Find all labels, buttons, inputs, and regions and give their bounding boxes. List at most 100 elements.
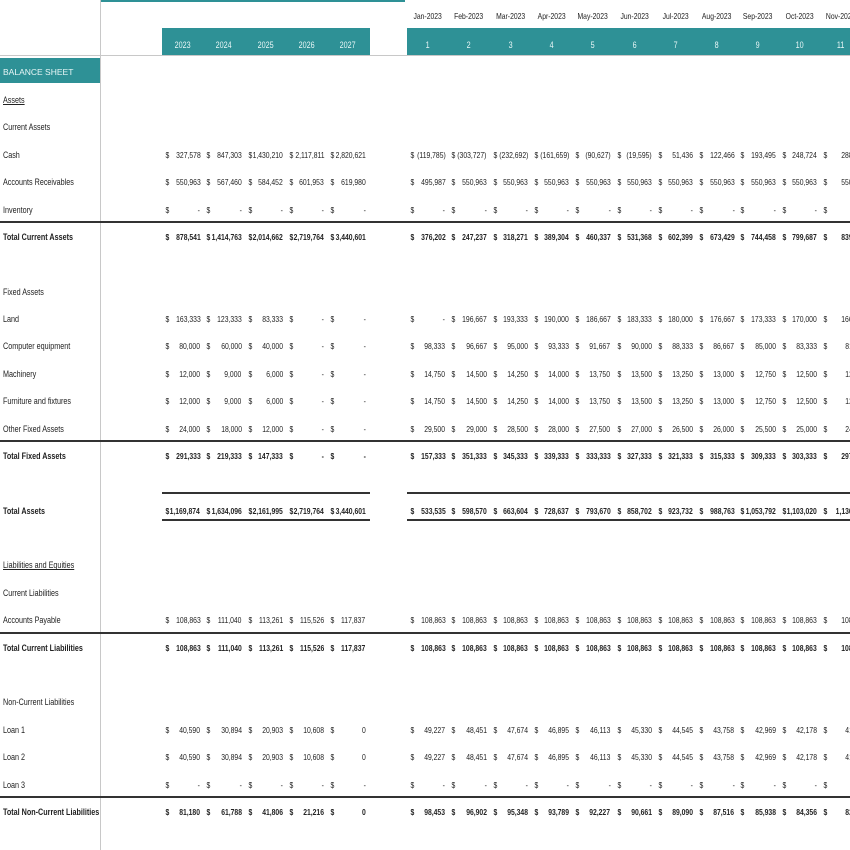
monthly-cell[interactable]: $27,500 — [572, 424, 613, 438]
monthly-cell[interactable]: $13,250 — [655, 396, 696, 410]
monthly-cell[interactable]: $247,237 — [448, 232, 489, 246]
monthly-cell[interactable]: $1,053,792 — [737, 506, 778, 520]
monthly-cell[interactable]: $14,000 — [531, 396, 572, 410]
monthly-cell[interactable]: $108,863 — [407, 643, 448, 657]
annual-header-cell[interactable]: 2025 — [257, 40, 274, 50]
monthly-cell[interactable]: $- — [655, 780, 696, 794]
annual-cell[interactable]: $ - — [162, 780, 203, 794]
annual-cell[interactable]: $108,863 — [162, 643, 203, 657]
monthly-cell[interactable]: $93,789 — [531, 807, 572, 821]
monthly-cell[interactable]: $48,451 — [448, 752, 489, 766]
monthly-cell[interactable]: $389,304 — [531, 232, 572, 246]
monthly-cell[interactable]: $95,348 — [490, 807, 531, 821]
monthly-cell[interactable]: $108,8 — [820, 643, 850, 657]
monthly-cell[interactable]: $190,000 — [531, 314, 572, 328]
monthly-cell[interactable]: $108,863 — [572, 615, 613, 629]
monthly-cell[interactable]: $12,750 — [737, 369, 778, 383]
annual-cell[interactable]: $ - — [203, 780, 244, 794]
monthly-cell[interactable]: $24,5 — [820, 424, 850, 438]
monthly-cell[interactable]: $550,963 — [531, 177, 572, 191]
monthly-cell[interactable]: $29,000 — [448, 424, 489, 438]
monthly-cell[interactable]: $108,863 — [655, 643, 696, 657]
monthly-cell[interactable]: $108,863 — [490, 643, 531, 657]
monthly-cell[interactable]: $108,863 — [696, 643, 737, 657]
monthly-cell[interactable]: $- — [448, 780, 489, 794]
monthly-cell[interactable]: $744,458 — [737, 232, 778, 246]
monthly-cell[interactable]: $14,750 — [407, 396, 448, 410]
monthly-cell[interactable]: $799,687 — [779, 232, 820, 246]
monthly-cell[interactable]: $988,763 — [696, 506, 737, 520]
monthly-cell[interactable]: $46,113 — [572, 725, 613, 739]
annual-cell[interactable]: $6,000 — [245, 396, 286, 410]
annual-cell[interactable]: $2,014,662 — [245, 232, 286, 246]
monthly-cell[interactable]: $95,000 — [490, 341, 531, 355]
monthly-cell[interactable]: $43,758 — [696, 725, 737, 739]
monthly-cell[interactable]: $460,337 — [572, 232, 613, 246]
monthly-cell[interactable]: $28,500 — [490, 424, 531, 438]
month-name-cell[interactable]: Sep-2023 — [743, 11, 773, 21]
annual-cell[interactable]: $291,333 — [162, 451, 203, 465]
monthly-cell[interactable]: $26,000 — [696, 424, 737, 438]
annual-cell[interactable]: $ - — [286, 341, 327, 355]
annual-cell[interactable]: $0 — [327, 752, 368, 766]
monthly-cell[interactable]: $327,333 — [614, 451, 655, 465]
monthly-cell[interactable]: $108,863 — [448, 643, 489, 657]
monthly-cell[interactable]: $333,333 — [572, 451, 613, 465]
annual-cell[interactable]: $20,903 — [245, 752, 286, 766]
monthly-cell[interactable]: $27,000 — [614, 424, 655, 438]
annual-cell[interactable]: $83,333 — [245, 314, 286, 328]
month-name-cell[interactable]: Jan-2023 — [413, 11, 442, 21]
monthly-cell[interactable]: $602,399 — [655, 232, 696, 246]
monthly-cell[interactable]: $297,3 — [820, 451, 850, 465]
monthly-cell[interactable]: $176,667 — [696, 314, 737, 328]
monthly-cell[interactable]: $13,750 — [572, 369, 613, 383]
monthly-cell[interactable]: $180,000 — [655, 314, 696, 328]
monthly-cell[interactable]: $96,902 — [448, 807, 489, 821]
annual-cell[interactable]: $ - — [286, 205, 327, 219]
month-number-cell[interactable]: 6 — [632, 40, 637, 50]
annual-cell[interactable]: $2,719,764 — [286, 506, 327, 520]
month-number-cell[interactable]: 10 — [795, 40, 804, 50]
annual-cell[interactable]: $ - — [286, 314, 327, 328]
monthly-cell[interactable]: $49,227 — [407, 752, 448, 766]
monthly-cell[interactable]: $81,6 — [820, 341, 850, 355]
annual-cell[interactable]: $ - — [327, 451, 368, 465]
annual-cell[interactable]: $117,837 — [327, 643, 368, 657]
annual-cell[interactable]: $10,608 — [286, 752, 327, 766]
annual-cell[interactable]: $111,040 — [203, 615, 244, 629]
annual-cell[interactable]: $9,000 — [203, 396, 244, 410]
monthly-cell[interactable]: $- — [655, 205, 696, 219]
monthly-cell[interactable]: $- — [820, 780, 850, 794]
annual-cell[interactable]: $1,634,096 — [203, 506, 244, 520]
monthly-cell[interactable]: $- — [531, 205, 572, 219]
annual-cell[interactable]: $ - — [327, 396, 368, 410]
monthly-cell[interactable]: $303,333 — [779, 451, 820, 465]
annual-cell[interactable]: $ - — [327, 369, 368, 383]
annual-cell[interactable]: $115,526 — [286, 643, 327, 657]
annual-header-cell[interactable]: 2027 — [339, 40, 356, 50]
annual-cell[interactable]: $108,863 — [162, 615, 203, 629]
month-name-cell[interactable]: May-2023 — [577, 11, 608, 21]
monthly-cell[interactable]: $- — [407, 314, 448, 328]
monthly-cell[interactable]: $339,333 — [531, 451, 572, 465]
annual-cell[interactable]: $60,000 — [203, 341, 244, 355]
annual-cell[interactable]: $878,541 — [162, 232, 203, 246]
monthly-cell[interactable]: $196,667 — [448, 314, 489, 328]
monthly-cell[interactable]: $87,516 — [696, 807, 737, 821]
monthly-cell[interactable]: $ (90,627) — [572, 150, 613, 164]
annual-cell[interactable]: $ - — [286, 396, 327, 410]
monthly-cell[interactable]: $14,500 — [448, 396, 489, 410]
monthly-cell[interactable]: $- — [614, 780, 655, 794]
monthly-cell[interactable]: $923,732 — [655, 506, 696, 520]
monthly-cell[interactable]: $550,963 — [572, 177, 613, 191]
annual-cell[interactable]: $ - — [162, 205, 203, 219]
monthly-cell[interactable]: $51,436 — [655, 150, 696, 164]
monthly-cell[interactable]: $47,674 — [490, 725, 531, 739]
monthly-cell[interactable]: $90,661 — [614, 807, 655, 821]
monthly-cell[interactable]: $49,227 — [407, 725, 448, 739]
monthly-cell[interactable]: $108,863 — [696, 615, 737, 629]
monthly-cell[interactable]: $108,863 — [531, 615, 572, 629]
monthly-cell[interactable]: $46,895 — [531, 725, 572, 739]
monthly-cell[interactable]: $108,863 — [407, 615, 448, 629]
annual-cell[interactable]: $1,414,763 — [203, 232, 244, 246]
